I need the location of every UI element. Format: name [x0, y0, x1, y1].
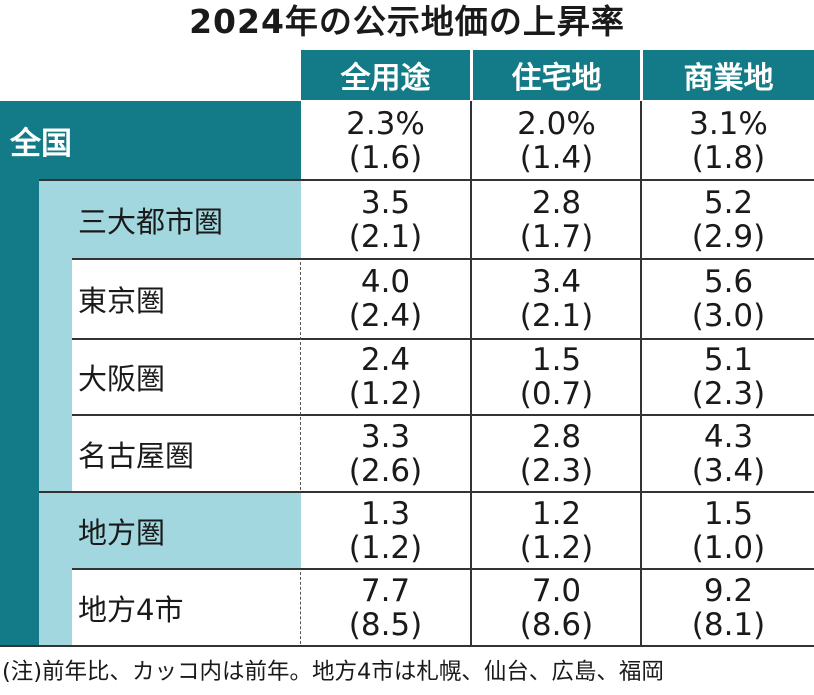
row-label-tokyo: 東京圏 [78, 284, 166, 318]
cell-tokyo-all-use: 4.0 (2.4) [348, 264, 423, 334]
cell-nagoya-residential: 2.8 (2.3) [519, 418, 594, 489]
cell-regional-all-use: 1.3 (1.2) [348, 495, 423, 566]
cell-nagoya-commercial: 4.3 (3.4) [691, 418, 766, 489]
cell-nagoya-all-use: 3.3 (2.6) [348, 418, 423, 489]
three-metro-sub-band [39, 259, 72, 492]
regional-sub-band [39, 569, 72, 646]
row-label-national: 全国 [10, 126, 72, 162]
chart-title: 2024年の公示地価の上昇率 [189, 2, 625, 41]
left-edge-band [0, 180, 39, 646]
rule-col-1 [470, 101, 472, 646]
row-label-osaka: 大阪圏 [78, 362, 166, 396]
rule-below-regional [72, 568, 814, 570]
cell-regional-4-cities-commercial: 9.2 (8.1) [691, 572, 766, 643]
cell-regional-4-cities-residential: 7.0 (8.6) [519, 572, 594, 643]
rule-below-nagoya [39, 491, 814, 493]
rule-label-divider-tokyo [300, 262, 301, 490]
cell-regional-4-cities-all-use: 7.7 (8.5) [348, 572, 423, 643]
national-row-band [0, 101, 301, 180]
cell-regional-residential: 1.2 (1.2) [519, 495, 594, 566]
rule-below-tokyo [72, 338, 814, 340]
cell-national-all-use: 2.3% (1.6) [346, 105, 425, 176]
cell-osaka-all-use: 2.4 (1.2) [348, 342, 423, 412]
cell-osaka-commercial: 5.1 (2.3) [691, 342, 766, 412]
cell-regional-commercial: 1.5 (1.0) [691, 495, 766, 566]
three-metro-band [39, 180, 301, 259]
cell-national-commercial: 3.1% (1.8) [689, 105, 768, 176]
row-label-three-metro: 三大都市圏 [78, 204, 224, 239]
row-label-regional-4-cities: 地方4市 [78, 592, 184, 627]
rule-below-osaka [72, 414, 814, 416]
column-header-commercial: 商業地 [643, 50, 814, 100]
rule-below-national [39, 179, 814, 181]
cell-three-metro-commercial: 5.2 (2.9) [691, 184, 766, 255]
rule-below-three-metro [72, 258, 814, 260]
cell-three-metro-all-use: 3.5 (2.1) [348, 184, 423, 255]
column-header-all-use: 全用途 [301, 50, 470, 100]
rule-col-2 [640, 101, 642, 646]
footnote: (注)前年比、カッコ内は前年。地方4市は札幌、仙台、広島、福岡 [2, 659, 664, 685]
column-header-residential: 住宅地 [473, 50, 640, 100]
cell-osaka-residential: 1.5 (0.7) [519, 342, 594, 412]
cell-tokyo-residential: 3.4 (2.1) [519, 264, 594, 334]
row-label-regional: 地方圏 [78, 515, 166, 550]
rule-bottom [0, 645, 814, 647]
regional-band [39, 492, 301, 569]
cell-national-residential: 2.0% (1.4) [517, 105, 596, 176]
row-label-nagoya: 名古屋圏 [78, 438, 195, 473]
cell-tokyo-commercial: 5.6 (3.0) [691, 264, 766, 334]
rule-label-divider-regional-4 [300, 572, 301, 644]
cell-three-metro-residential: 2.8 (1.7) [519, 184, 594, 255]
